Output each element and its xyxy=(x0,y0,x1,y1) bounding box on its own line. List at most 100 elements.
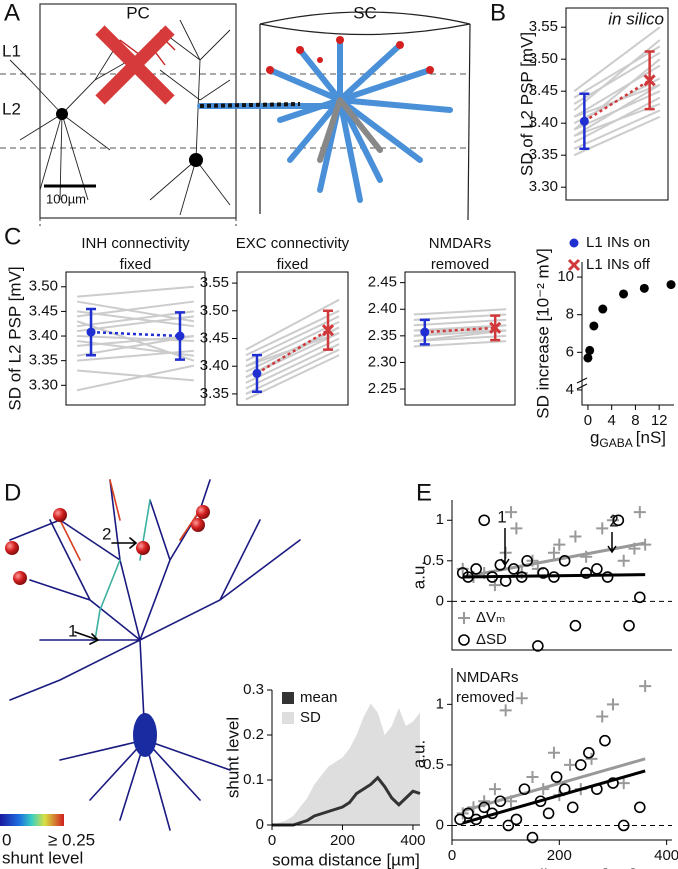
y-axis-label: a.u. xyxy=(409,561,428,589)
chart-title: NMDARs xyxy=(429,235,492,252)
panel-a-drawing xyxy=(0,3,471,226)
y-tick-label: 1 xyxy=(436,695,444,712)
y-tick-label: 3.45 xyxy=(200,329,229,346)
y-tick-label: 10 xyxy=(557,268,574,285)
plot-frame xyxy=(565,7,669,201)
marker xyxy=(619,289,629,299)
y-tick-label: 3.50 xyxy=(29,278,58,295)
y-tick-label: 3.35 xyxy=(200,385,229,402)
marker xyxy=(601,571,614,583)
cell-line xyxy=(245,320,340,368)
marker xyxy=(596,522,609,535)
y-tick-label: 0.5 xyxy=(423,552,444,569)
mean-connector xyxy=(256,329,329,375)
marker xyxy=(547,546,560,559)
x-tick-label: 8 xyxy=(631,412,639,429)
y-tick-label: 6 xyxy=(566,343,574,360)
y-axis-label: SD of L2 PSP [mV] xyxy=(517,32,536,176)
marker xyxy=(521,555,533,567)
annotation: NMDARs xyxy=(456,669,519,686)
cell-line xyxy=(573,90,661,131)
y-tick-label: 0 xyxy=(256,816,264,833)
marker xyxy=(86,327,96,337)
cell-line xyxy=(76,339,195,357)
x-label-unit: [nS] xyxy=(636,428,666,447)
y-tick-label: 3.50 xyxy=(529,50,558,67)
fit-line xyxy=(462,573,646,579)
x-tick-label: 0 xyxy=(584,412,592,429)
y-tick-label: 3.30 xyxy=(29,376,58,393)
marker xyxy=(623,619,635,632)
marker xyxy=(634,801,646,814)
y-tick-label: 2.35 xyxy=(368,327,397,344)
legend-marker xyxy=(458,634,470,646)
annotation: removed xyxy=(456,689,514,706)
marker xyxy=(175,331,185,341)
marker xyxy=(585,752,598,765)
sc-cylinder xyxy=(259,11,471,221)
marker-label: 2 xyxy=(102,524,111,543)
legend-label: ΔSD xyxy=(476,631,507,648)
marker xyxy=(505,506,518,519)
soma xyxy=(189,153,203,167)
cell-line xyxy=(77,285,194,298)
marker xyxy=(321,324,335,337)
marker xyxy=(478,801,490,814)
cell-line xyxy=(245,337,340,384)
synapses xyxy=(266,36,434,74)
legend-label: SD xyxy=(300,709,321,726)
marker xyxy=(574,759,587,771)
cell-line xyxy=(76,315,195,333)
y-tick-label: 3.40 xyxy=(29,327,58,344)
marker xyxy=(542,807,555,820)
marker xyxy=(502,819,515,832)
marker xyxy=(579,116,589,126)
marker xyxy=(606,698,619,711)
marker xyxy=(470,563,482,575)
cell-line xyxy=(573,64,661,118)
marker xyxy=(518,783,531,795)
y-tick-label: 3.40 xyxy=(200,357,229,374)
marker xyxy=(454,813,466,826)
legend-marker xyxy=(569,238,579,248)
cell-line xyxy=(245,332,340,368)
colorbar-min: 0 xyxy=(2,830,11,849)
x-tick-label: 4 xyxy=(608,412,616,429)
marker xyxy=(553,538,566,551)
y-axis-label: shunt level xyxy=(223,717,242,798)
legend-label: L1 INs off xyxy=(586,256,651,273)
y-tick-label: 2.45 xyxy=(368,274,397,291)
panel-label: A xyxy=(4,0,20,26)
cell-line xyxy=(573,51,661,105)
x-axis-label: gGABA [nS] xyxy=(590,428,666,450)
marker xyxy=(633,506,646,519)
cross-out xyxy=(95,25,175,105)
y-tick-label: 0.3 xyxy=(243,681,264,698)
marker xyxy=(532,640,544,652)
marker xyxy=(591,563,603,575)
marker xyxy=(569,619,582,632)
plot-frame xyxy=(404,271,516,406)
y-tick-label: 3.35 xyxy=(29,352,58,369)
cell-line xyxy=(245,298,340,351)
x-tick-label: 400 xyxy=(654,847,678,864)
colorbar-max: ≥ 0.25 xyxy=(48,830,95,849)
y-axis-label: SD increase [10⁻² mV] xyxy=(533,248,552,419)
marker xyxy=(589,321,599,331)
panel-label: D xyxy=(4,479,21,506)
marker xyxy=(617,777,630,790)
cell-line xyxy=(573,26,661,93)
y-tick-label: 3.45 xyxy=(29,302,58,319)
panel-label: E xyxy=(416,479,432,506)
chart-title: INH connectivity xyxy=(81,235,190,252)
neuron xyxy=(9,39,131,201)
marker xyxy=(596,710,609,723)
panel-label: B xyxy=(490,0,506,26)
marker-label: 1 xyxy=(68,621,77,640)
legend-marker xyxy=(567,258,581,272)
marker xyxy=(639,680,652,693)
y-tick-label: 3.50 xyxy=(200,302,229,319)
cell-line xyxy=(245,343,340,390)
soma xyxy=(56,108,68,120)
marker xyxy=(507,563,520,575)
